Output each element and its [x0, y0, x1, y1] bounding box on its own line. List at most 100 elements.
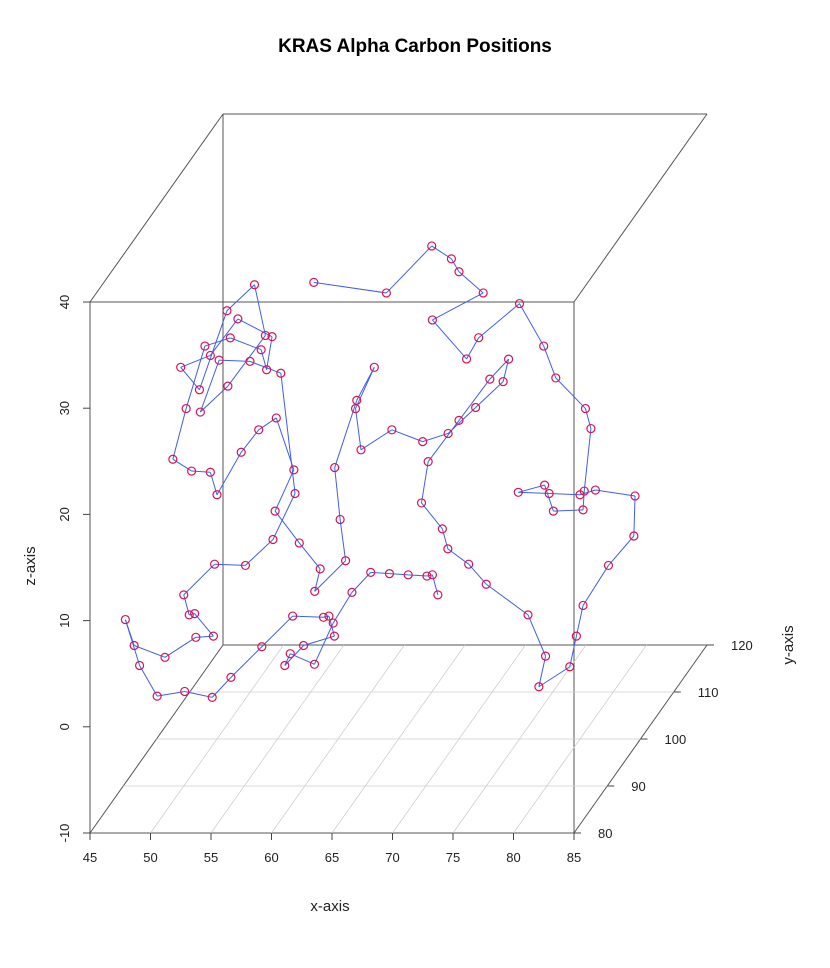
data-point: [471, 402, 481, 413]
data-point: [461, 354, 472, 364]
x-tick-label: 60: [264, 850, 278, 865]
data-point: [384, 568, 395, 579]
series-line-segment: [133, 645, 166, 658]
series-line-segment: [237, 318, 273, 338]
series-line-segment: [408, 574, 427, 577]
data-point: [565, 662, 575, 672]
z-tick-label: 20: [57, 507, 72, 521]
data-point: [548, 506, 559, 516]
series-line-segment: [595, 489, 636, 497]
series-line-segment: [339, 519, 347, 561]
data-point: [454, 415, 464, 425]
series-line-segment: [549, 493, 581, 496]
z-tick-label: -10: [57, 824, 72, 843]
series-line-segment: [569, 635, 577, 667]
series-line-segment: [184, 690, 213, 698]
data-point: [571, 631, 582, 641]
data-point: [309, 659, 320, 669]
data-point: [260, 330, 270, 341]
data-point: [427, 315, 437, 325]
series-line-segment: [284, 653, 291, 666]
data-point: [580, 403, 591, 414]
data-point: [190, 609, 200, 619]
z-axis-label: z-axis: [22, 546, 39, 585]
data-point: [262, 365, 272, 375]
data-point: [324, 611, 334, 621]
series-line-segment: [458, 271, 484, 294]
series-line-segment: [334, 467, 341, 520]
data-point: [330, 462, 340, 473]
z-tick-label: 30: [57, 401, 72, 415]
data-point: [534, 682, 544, 692]
data-point: [225, 333, 235, 343]
series-line-segment: [172, 408, 187, 460]
series-line-segment: [245, 539, 274, 566]
x-tick-label: 85: [567, 850, 581, 865]
x-tick-label: 65: [325, 850, 339, 865]
series-line-segment: [355, 408, 362, 450]
data-point: [191, 632, 201, 642]
x-axis-ticks: 45 50 55 60 65 70 75 80 85: [83, 833, 581, 865]
series-line-segment: [386, 245, 433, 294]
data-point: [152, 691, 162, 701]
y-tick-label: 90: [631, 779, 645, 794]
series-line-segment: [226, 284, 255, 312]
plot-box: [89, 113, 708, 834]
data-point: [340, 556, 351, 566]
series-line-segment: [458, 378, 491, 421]
series-line-segment: [427, 420, 460, 462]
data-point: [309, 277, 319, 287]
series-line-segment: [478, 303, 520, 339]
data-point: [329, 631, 339, 641]
series-lines: [124, 245, 636, 698]
series-line-segment: [240, 429, 260, 453]
data-point: [474, 333, 484, 343]
data-point: [187, 466, 197, 476]
x-tick-label: 75: [446, 850, 460, 865]
series-line-segment: [124, 619, 141, 666]
series-line-segment: [274, 510, 300, 544]
x-axis-label: x-axis: [310, 898, 349, 915]
data-point: [504, 354, 514, 364]
series-line-segment: [216, 452, 242, 495]
series-line-segment: [426, 574, 433, 577]
data-point: [256, 345, 266, 355]
series-line-segment: [185, 345, 206, 409]
data-point: [179, 590, 189, 600]
series-line-segment: [334, 400, 358, 468]
series-line-segment: [199, 359, 220, 413]
data-point: [369, 362, 379, 372]
series-line-segment: [356, 367, 375, 401]
series-line-segment: [230, 646, 263, 678]
series-line-segment: [164, 636, 197, 658]
data-point: [539, 341, 549, 351]
data-point: [294, 538, 304, 548]
data-point: [586, 423, 596, 434]
data-point: [590, 485, 601, 495]
series-line-segment: [194, 613, 214, 637]
data-point: [200, 341, 210, 351]
series-line-segment: [389, 573, 409, 576]
series-line-segment: [313, 281, 387, 294]
data-point: [443, 428, 453, 439]
box-edge-depth-top-right: [573, 113, 708, 303]
series-line-segment: [183, 563, 215, 596]
series-line-segment: [360, 429, 393, 451]
data-point: [446, 254, 457, 264]
data-point: [498, 376, 508, 387]
data-point: [280, 660, 290, 671]
x-tick-label: 70: [385, 850, 399, 865]
data-point: [180, 686, 190, 697]
series-line-segment: [582, 565, 609, 606]
series-line-segment: [172, 458, 192, 472]
series-line-segment: [139, 665, 158, 697]
series-line-segment: [432, 292, 484, 321]
series-line-segment: [332, 592, 353, 624]
series-line-segment: [189, 613, 195, 616]
series-line-segment: [274, 469, 295, 512]
data-point: [240, 560, 251, 571]
y-tick-label: 110: [698, 685, 719, 700]
series-line-segment: [553, 509, 584, 512]
data-point: [433, 590, 443, 600]
series-line-segment: [303, 635, 335, 646]
